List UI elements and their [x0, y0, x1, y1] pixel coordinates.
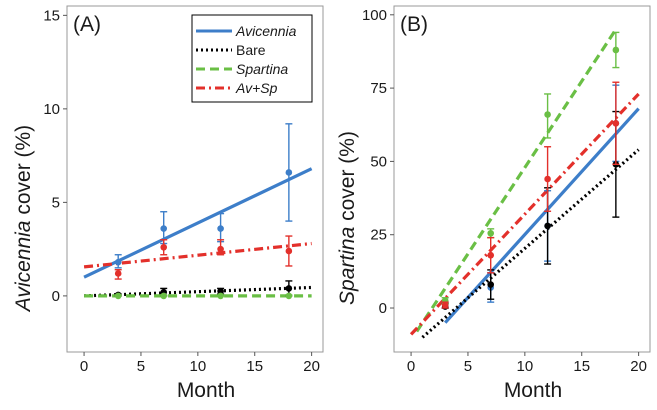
fit-line-b-av-sp — [409, 92, 640, 336]
y-tick-label-b-25: 25 — [370, 227, 387, 244]
panel-tag-a: (A) — [73, 13, 101, 36]
panel-b: (B) 0 5 10 15 20 0 25 50 75 100 Month Spartina co… — [336, 5, 651, 402]
data-point-a-spartina-2 — [160, 292, 168, 300]
data-point-b-av-sp-2 — [487, 236, 495, 274]
data-point-b-spartina-3 — [544, 93, 552, 139]
data-point-b-spartina-4 — [612, 31, 620, 69]
y-tick-label-b-0: 0 — [379, 300, 387, 317]
x-tick-label-b-10: 10 — [517, 358, 534, 375]
fit-line-b-avicennia — [444, 107, 640, 324]
y-tick-label-b-75: 75 — [370, 80, 387, 97]
fit-line-a-av-sp — [83, 241, 312, 269]
x-tick-label-b-20: 20 — [630, 358, 647, 375]
data-point-b-av-sp-4 — [612, 81, 620, 166]
legend-label-bare: Bare — [236, 42, 266, 58]
x-tick-label-b-15: 15 — [573, 358, 590, 375]
y-axis-title-a-rest: cover (%) — [12, 125, 35, 221]
panel-tag-b: (B) — [400, 13, 428, 36]
data-point-a-av-sp-4 — [285, 235, 293, 267]
panel-a: (A) 0 5 10 15 20 0 5 10 15 Month Avicennia cover… — [12, 5, 324, 402]
data-point-a-avicennia-1 — [114, 254, 122, 269]
data-point-a-av-sp-1 — [114, 269, 122, 280]
y-tick-label-b-100: 100 — [362, 7, 387, 24]
y-axis-title-a-italic: Avicennia — [12, 221, 35, 314]
fit-line-a-avicennia — [83, 167, 313, 279]
data-point-a-spartina-1 — [114, 292, 122, 300]
data-point-a-avicennia-4 — [285, 123, 293, 222]
fit-line-b-spartina — [415, 28, 618, 333]
y-axis-title-b-italic: Spartina — [336, 227, 359, 305]
x-tick-label-b-0: 0 — [407, 358, 415, 375]
data-point-a-spartina-4 — [285, 292, 293, 300]
x-tick-label-b-5: 5 — [464, 358, 472, 375]
y-axis-title-b: Spartina cover (%) — [336, 131, 359, 305]
y-tick-label-a-10: 10 — [43, 101, 60, 118]
legend: Avicennia Bare Spartina Av+Sp — [191, 14, 313, 103]
y-axis-title-b-rest: cover (%) — [336, 131, 359, 227]
data-point-a-spartina-3 — [217, 292, 225, 300]
x-tick-label-a-5: 5 — [137, 358, 145, 375]
data-points-a — [114, 123, 293, 300]
y-tick-label-a-15: 15 — [43, 7, 60, 24]
y-tick-label-a-0: 0 — [52, 288, 60, 305]
x-tick-label-a-0: 0 — [80, 358, 88, 375]
x-axis-title-a: Month — [177, 379, 235, 402]
x-tick-label-a-10: 10 — [190, 358, 207, 375]
fit-lines-b — [409, 28, 640, 339]
x-tick-label-a-15: 15 — [246, 358, 263, 375]
data-point-a-av-sp-3 — [217, 239, 225, 256]
data-point-a-avicennia-2 — [160, 211, 168, 245]
legend-label-avicennia: Avicennia — [235, 23, 297, 39]
data-points-b — [441, 31, 620, 310]
legend-label-spartina: Spartina — [236, 61, 288, 77]
x-tick-label-a-20: 20 — [303, 358, 320, 375]
fit-lines-a — [83, 167, 313, 298]
data-point-b-av-sp-3 — [544, 146, 552, 212]
y-tick-label-a-5: 5 — [52, 194, 60, 211]
data-point-b-av-sp-1 — [441, 301, 449, 309]
ticks-a: 0 5 10 15 20 0 5 10 15 — [43, 7, 320, 375]
y-axis-title-a: Avicennia cover (%) — [12, 125, 35, 313]
x-axis-title-b: Month — [504, 379, 562, 402]
y-tick-label-b-50: 50 — [370, 153, 387, 170]
ticks-b: 0 5 10 15 20 0 25 50 75 100 — [362, 7, 647, 375]
legend-label-av-sp: Av+Sp — [235, 80, 278, 96]
data-point-a-av-sp-2 — [160, 239, 168, 256]
plot-frame-b — [393, 5, 651, 353]
